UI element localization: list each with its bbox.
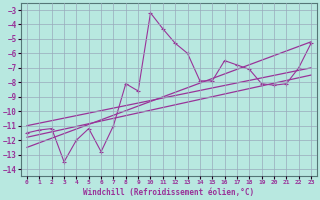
X-axis label: Windchill (Refroidissement éolien,°C): Windchill (Refroidissement éolien,°C) <box>84 188 255 197</box>
